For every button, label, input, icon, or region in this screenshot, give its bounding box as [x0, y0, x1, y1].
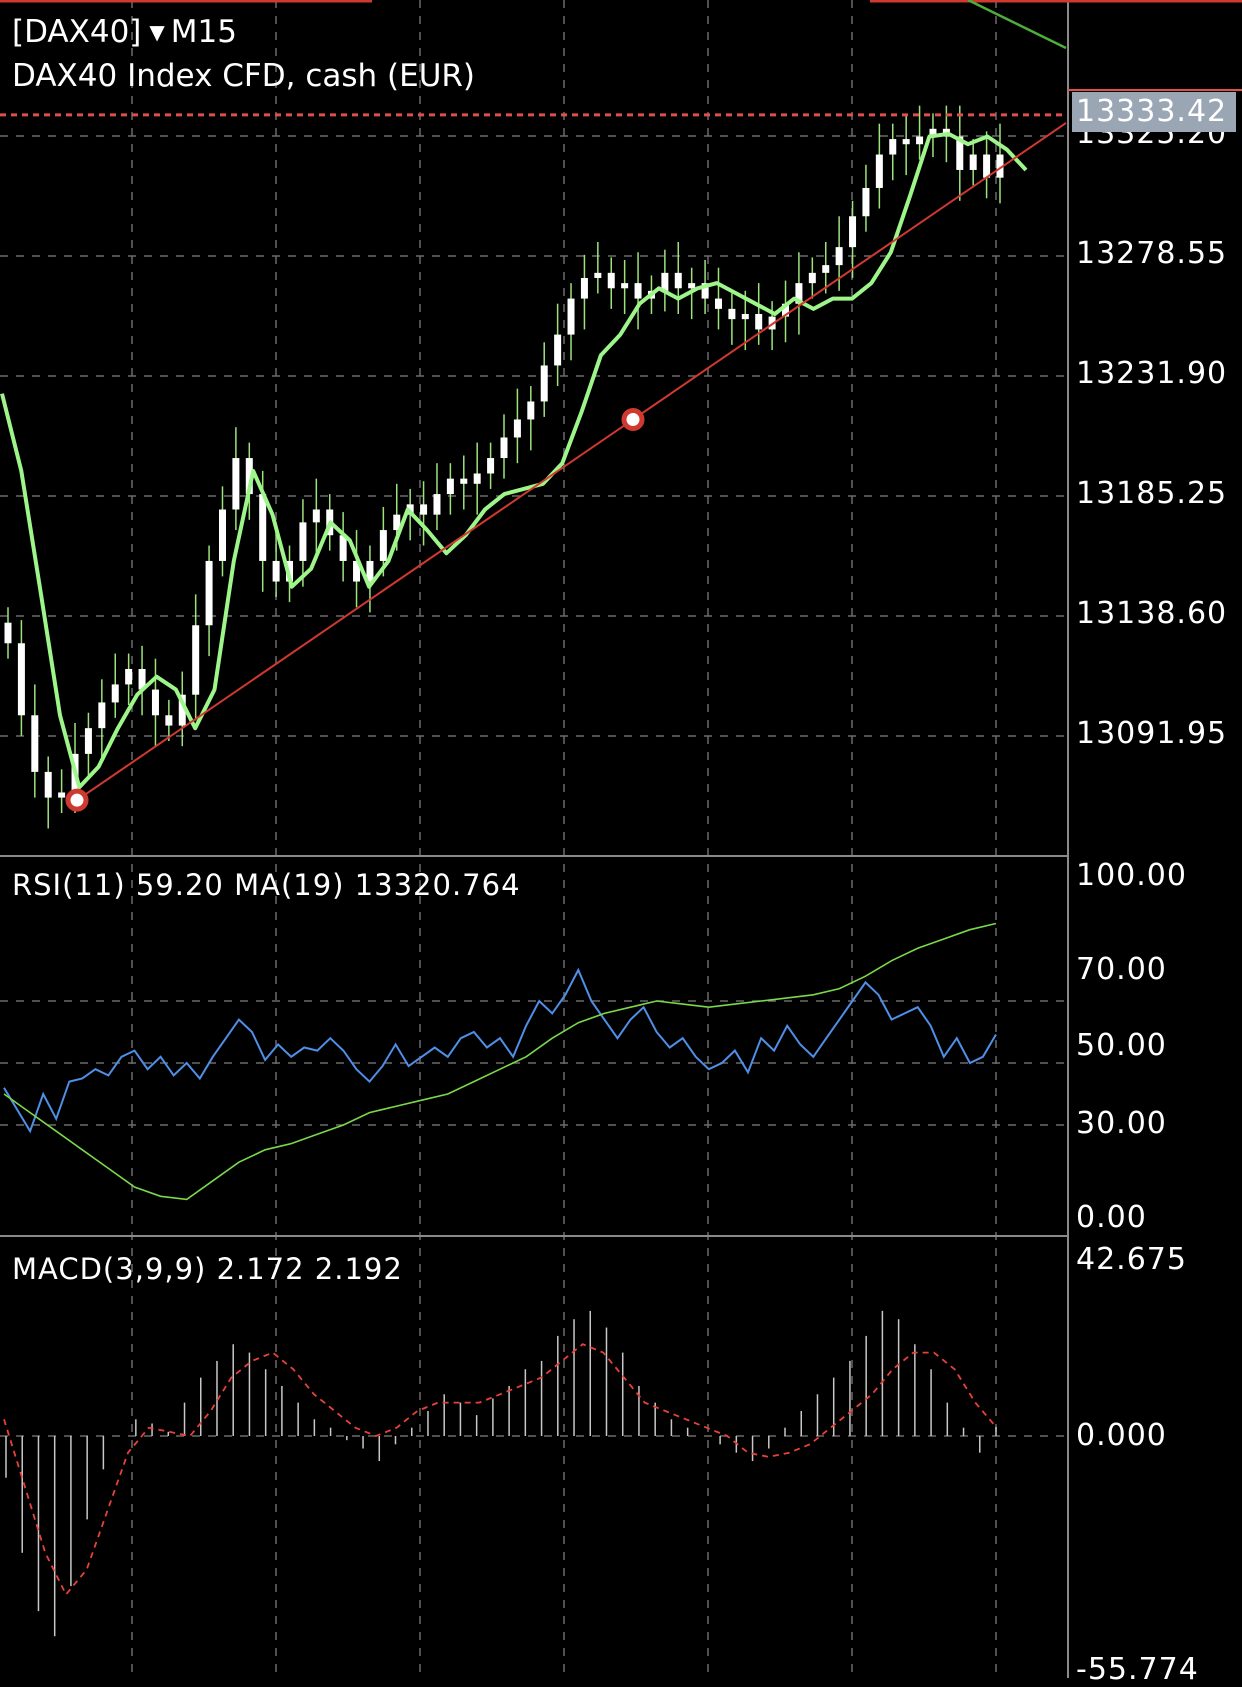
moving-average-line — [0, 131, 1028, 790]
macd-axis-label: 0.000 — [1076, 1418, 1167, 1453]
trendline-anchor — [621, 407, 645, 431]
candle-body — [621, 283, 629, 289]
candle-body — [567, 298, 575, 335]
instrument-description: DAX40 Index CFD, cash (EUR) — [12, 58, 476, 94]
candle-body — [594, 272, 602, 278]
candle-body — [875, 154, 883, 188]
channel-line — [967, 0, 1067, 50]
candle-body — [741, 314, 749, 320]
candle-body — [4, 622, 12, 644]
timeframe[interactable]: M15 — [170, 14, 237, 50]
candle-body — [84, 728, 92, 754]
candle-body — [674, 272, 682, 289]
candle-body — [446, 478, 454, 495]
candle-body — [366, 560, 374, 582]
candle-body — [808, 272, 816, 284]
candle-body — [728, 308, 736, 320]
candle-body — [956, 136, 964, 170]
candle-body — [205, 560, 213, 626]
candle-body — [688, 283, 696, 289]
candle-body — [755, 314, 763, 330]
candle-body — [487, 458, 495, 474]
candle-body — [862, 187, 870, 217]
candle-body — [232, 458, 240, 510]
candle-body — [339, 535, 347, 561]
symbol-name: [DAX40] — [12, 14, 142, 50]
current-price-tag: 13333.42 — [1072, 92, 1236, 132]
candle-body — [513, 419, 521, 438]
rsi-axis-label: 0.00 — [1076, 1200, 1147, 1235]
candle-body — [151, 689, 159, 716]
candle-body — [31, 715, 39, 772]
candle-body — [969, 154, 977, 170]
candle-body — [245, 458, 253, 495]
rsi-ma-line — [3, 922, 997, 1201]
candle-body — [580, 277, 588, 299]
candle-body — [701, 283, 709, 299]
rsi-axis-label: 100.00 — [1076, 858, 1187, 893]
candle-body — [902, 139, 910, 145]
candle-body — [420, 504, 428, 515]
candle-body — [299, 522, 307, 561]
dropdown-arrow-icon[interactable]: ▼ — [149, 20, 165, 44]
candle-body — [17, 643, 25, 716]
price-axis-label: 13278.55 — [1076, 236, 1228, 271]
candle-body — [916, 136, 924, 145]
candle-body — [634, 283, 642, 299]
candle-body — [607, 272, 615, 289]
candle-body — [460, 478, 468, 484]
trendline-anchor — [65, 788, 89, 812]
candle-body — [272, 560, 280, 582]
candle-body — [929, 128, 937, 137]
price-axis-label: 13138.60 — [1076, 596, 1228, 631]
candle-body — [44, 771, 52, 798]
rsi-axis-label: 50.00 — [1076, 1028, 1167, 1063]
candle-body — [433, 494, 441, 515]
candle-body — [379, 530, 387, 561]
candle-body — [353, 560, 361, 582]
candle-body — [835, 247, 843, 266]
candle-body — [138, 668, 146, 690]
candle-body — [822, 265, 830, 273]
candle-body — [312, 509, 320, 523]
candle-body — [849, 216, 857, 248]
candle-body — [393, 514, 401, 531]
candle-body — [996, 154, 1004, 178]
trendline — [76, 122, 1067, 802]
candle-body — [768, 316, 776, 330]
candle-body — [259, 494, 267, 561]
symbol-selector[interactable]: [DAX40] ▼ M15 — [12, 14, 237, 50]
candle-body — [540, 365, 548, 402]
macd-axis-label: -55.774 — [1076, 1652, 1199, 1687]
candle-body — [661, 272, 669, 291]
candle-body — [889, 139, 897, 155]
macd-signal-line — [3, 1343, 997, 1597]
candle-body — [554, 334, 562, 366]
rsi-indicator-label: RSI(11) 59.20 MA(19) 13320.764 — [12, 868, 521, 902]
candle-body — [178, 694, 186, 726]
rsi-axis-label: 70.00 — [1076, 952, 1167, 987]
price-axis-label: 13091.95 — [1076, 716, 1228, 751]
candle-body — [782, 303, 790, 317]
candle-body — [983, 154, 991, 178]
candle-body — [500, 437, 508, 459]
candle-body — [473, 473, 481, 484]
price-axis-label: 13185.25 — [1076, 476, 1228, 511]
macd-indicator-label: MACD(3,9,9) 2.172 2.192 — [12, 1252, 403, 1286]
rsi-line — [3, 967, 997, 1134]
candle-body — [714, 298, 722, 309]
candle-body — [218, 509, 226, 561]
candle-body — [111, 684, 119, 703]
candle-body — [795, 283, 803, 304]
price-axis-label: 13231.90 — [1076, 356, 1228, 391]
candle-body — [165, 715, 173, 726]
candle-body — [527, 401, 535, 420]
candle-body — [192, 625, 200, 695]
candle-body — [98, 702, 106, 729]
rsi-axis-label: 30.00 — [1076, 1106, 1167, 1141]
macd-axis-label: 42.675 — [1076, 1242, 1187, 1277]
candle-body — [125, 668, 133, 685]
candle-body — [58, 792, 66, 798]
